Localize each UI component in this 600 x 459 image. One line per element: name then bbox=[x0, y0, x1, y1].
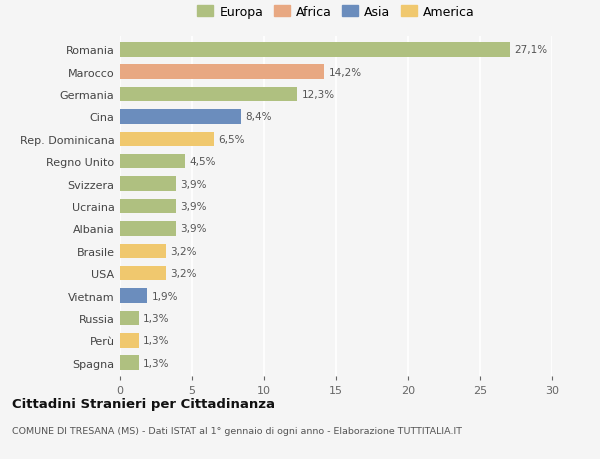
Bar bbox=[120, 244, 166, 258]
Text: 12,3%: 12,3% bbox=[301, 90, 335, 100]
Bar bbox=[120, 65, 325, 80]
Text: 1,3%: 1,3% bbox=[143, 358, 170, 368]
Bar bbox=[120, 289, 148, 303]
Legend: Europa, Africa, Asia, America: Europa, Africa, Asia, America bbox=[192, 1, 480, 24]
Bar bbox=[120, 222, 176, 236]
Text: 3,9%: 3,9% bbox=[181, 202, 207, 212]
Text: 14,2%: 14,2% bbox=[329, 67, 362, 78]
Bar bbox=[120, 199, 176, 214]
Bar bbox=[120, 333, 139, 348]
Bar bbox=[120, 43, 510, 57]
Text: 1,3%: 1,3% bbox=[143, 336, 170, 346]
Text: 1,9%: 1,9% bbox=[152, 291, 178, 301]
Bar bbox=[120, 266, 166, 281]
Bar bbox=[120, 110, 241, 124]
Bar bbox=[120, 356, 139, 370]
Text: Cittadini Stranieri per Cittadinanza: Cittadini Stranieri per Cittadinanza bbox=[12, 397, 275, 410]
Text: 1,3%: 1,3% bbox=[143, 313, 170, 323]
Text: COMUNE DI TRESANA (MS) - Dati ISTAT al 1° gennaio di ogni anno - Elaborazione TU: COMUNE DI TRESANA (MS) - Dati ISTAT al 1… bbox=[12, 426, 462, 435]
Bar bbox=[120, 177, 176, 191]
Bar bbox=[120, 132, 214, 147]
Text: 27,1%: 27,1% bbox=[515, 45, 548, 55]
Text: 3,9%: 3,9% bbox=[181, 224, 207, 234]
Text: 6,5%: 6,5% bbox=[218, 134, 244, 145]
Text: 3,9%: 3,9% bbox=[181, 179, 207, 189]
Text: 4,5%: 4,5% bbox=[189, 157, 215, 167]
Bar bbox=[120, 88, 297, 102]
Bar bbox=[120, 155, 185, 169]
Bar bbox=[120, 311, 139, 325]
Text: 3,2%: 3,2% bbox=[170, 246, 197, 256]
Text: 3,2%: 3,2% bbox=[170, 269, 197, 279]
Text: 8,4%: 8,4% bbox=[245, 112, 272, 122]
